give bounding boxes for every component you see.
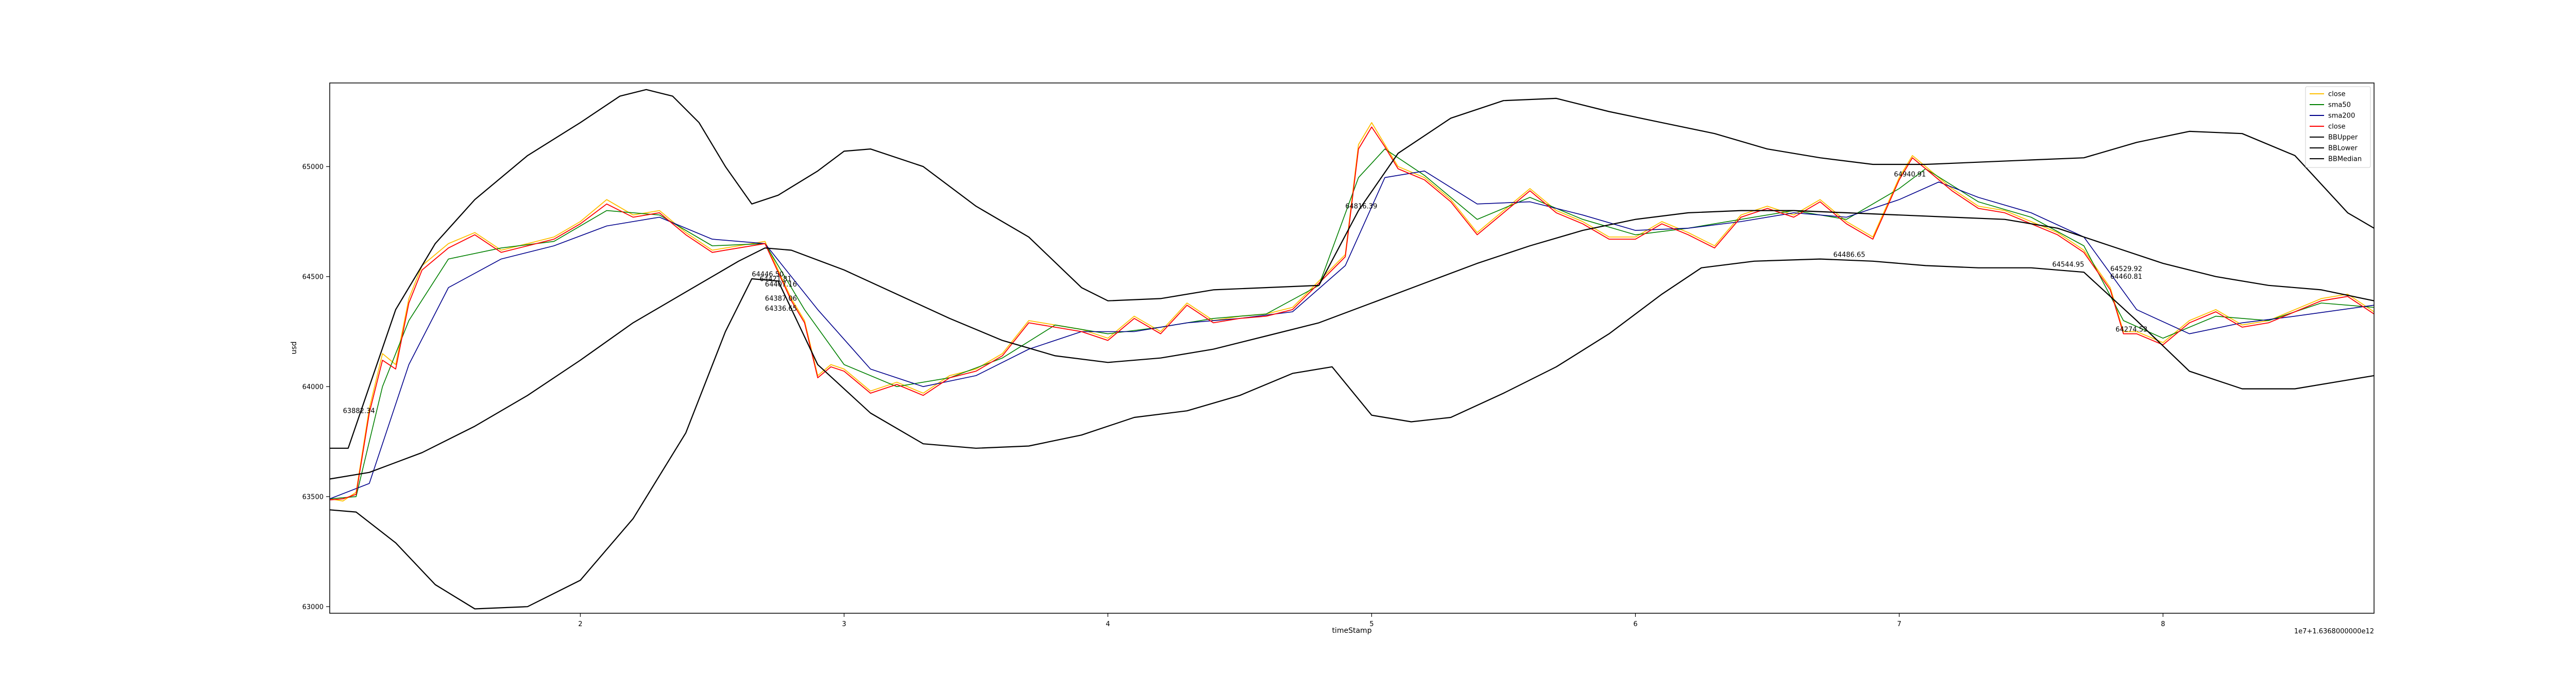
series-line-sma200-2 — [329, 171, 2375, 499]
annotation-label: 64486.65 — [1833, 251, 1865, 259]
series-line-bbmedian-6 — [329, 210, 2375, 480]
annotation-label: 64421.81 — [760, 275, 792, 283]
y-tick-label: 64000 — [302, 383, 324, 391]
annotation-label: 64387.06 — [765, 295, 797, 303]
legend-label-sma50: sma50 — [2328, 102, 2351, 109]
legend-box — [2305, 86, 2371, 168]
y-tick-label: 65000 — [302, 163, 324, 171]
series-line-bbupper-4 — [330, 89, 2375, 449]
series-line-sma50-1 — [329, 148, 2375, 499]
annotation-label: 64446.50 — [752, 271, 784, 279]
series-line-bblower-5 — [329, 258, 2375, 610]
legend-label-bblower: BBLower — [2328, 145, 2358, 153]
x-axis-offset-label: 1e7+1.6368000000e12 — [2294, 628, 2374, 635]
x-axis-label: timeStamp — [1332, 627, 1371, 635]
y-axis-ticks: 63000 63500 64000 64500 65000 — [302, 163, 330, 611]
series-line-close-3 — [329, 126, 2375, 500]
series-lines — [329, 89, 2375, 610]
annotation-label: 64816.39 — [1345, 203, 1377, 210]
annotation-label: 64274.53 — [2115, 326, 2147, 333]
x-tick-label: 2 — [578, 620, 582, 628]
annotation-label: 64407.16 — [765, 281, 797, 289]
annotation-label: 64940.91 — [1894, 171, 1926, 178]
legend-label-close: close — [2328, 91, 2345, 98]
x-tick-label: 6 — [1633, 620, 1637, 628]
annotation-label: 63882.34 — [343, 407, 375, 415]
annotation-label: 64460.81 — [2110, 273, 2142, 281]
legend-label-bbmedian: BBMedian — [2328, 156, 2362, 163]
plot-frame — [329, 82, 2375, 614]
x-tick-label: 8 — [2161, 620, 2165, 628]
legend-label-bbupper: BBUpper — [2328, 134, 2358, 142]
x-tick-label: 4 — [1106, 620, 1110, 628]
annotation-label: 64529.92 — [2110, 265, 2142, 273]
annotation-label: 64336.65 — [765, 305, 797, 313]
y-axis-label: usd — [290, 341, 298, 354]
x-tick-label: 7 — [1897, 620, 1901, 628]
legend-label-sma200: sma200 — [2328, 112, 2355, 120]
legend-label-close: close — [2328, 123, 2345, 131]
series-line-close-0 — [329, 122, 2375, 502]
x-axis-ticks: 2 3 4 5 6 7 8 — [578, 613, 2165, 628]
x-tick-label: 5 — [1369, 620, 1374, 628]
y-tick-label: 63500 — [302, 494, 324, 501]
x-tick-label: 3 — [842, 620, 846, 628]
y-tick-label: 63000 — [302, 603, 324, 611]
annotation-label: 64544.95 — [2052, 261, 2084, 269]
y-tick-label: 64500 — [302, 274, 324, 281]
plot-background — [330, 83, 2374, 613]
legend: close sma50 sma200 close BBUpper BBLower BBMed… — [2305, 86, 2371, 168]
